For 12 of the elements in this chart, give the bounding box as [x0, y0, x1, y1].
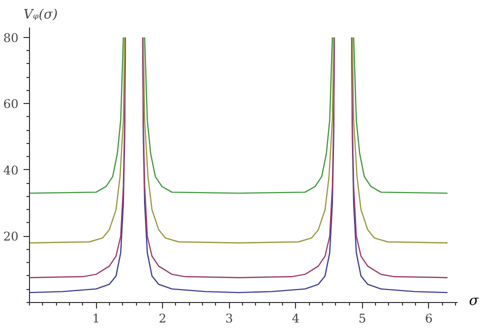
y-tick-label: 40	[3, 163, 19, 178]
y-tick-label: 20	[3, 230, 19, 244]
x-axis-title: σ	[469, 292, 479, 311]
x-tick-label: 3	[225, 312, 234, 326]
x-tick-label: 4	[292, 312, 300, 326]
y-tick-label: 60	[3, 97, 19, 112]
x-tick-label: 5	[358, 312, 366, 326]
x-tick-label: 6	[425, 312, 433, 326]
x-tick-label: 2	[158, 312, 166, 326]
y-tick-label: 80	[3, 30, 19, 45]
x-tick-label: 1	[92, 312, 100, 326]
y-axis-title: Vᵩ(σ)	[24, 8, 58, 22]
